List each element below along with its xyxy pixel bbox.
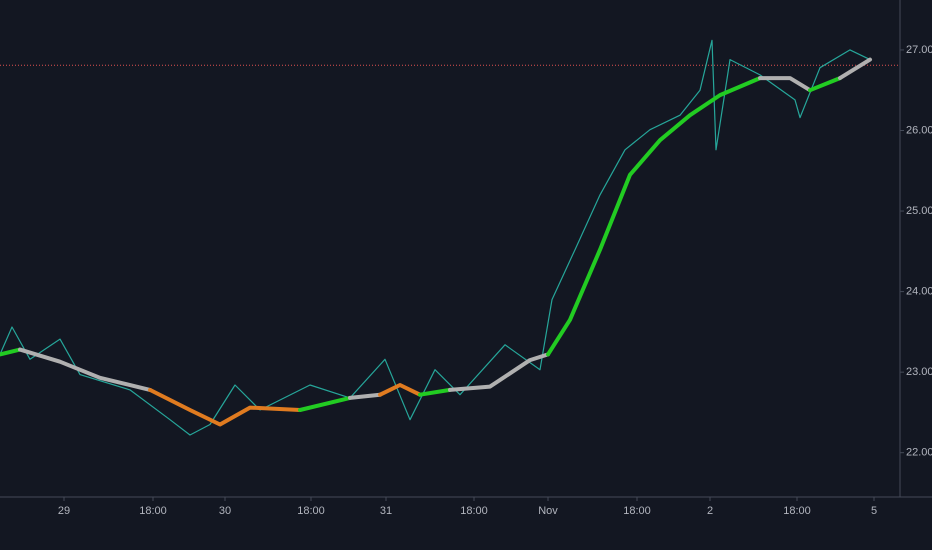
y-tick-label: 24.00 <box>906 286 932 298</box>
x-tick-label: 18:00 <box>460 505 488 517</box>
line <box>418 387 452 397</box>
line <box>838 57 872 81</box>
x-tick-label: 18:00 <box>297 505 325 517</box>
x-tick-label: 18:00 <box>623 505 651 517</box>
y-tick-label: 22.00 <box>906 447 932 459</box>
x-tick-label: 2 <box>707 505 713 517</box>
x-tick-label: 31 <box>380 505 392 517</box>
x-tick-label: 18:00 <box>783 505 811 517</box>
y-tick-label: 25.00 <box>906 205 932 217</box>
line <box>298 395 352 412</box>
line <box>378 383 422 397</box>
line <box>0 347 22 357</box>
line <box>18 347 152 392</box>
y-tick-label: 27.00 <box>906 44 932 56</box>
x-tick-label: 5 <box>871 505 877 517</box>
x-tick-label: Nov <box>538 505 558 517</box>
line <box>546 76 762 357</box>
line <box>148 387 302 427</box>
y-tick-label: 23.00 <box>906 366 932 378</box>
x-tick-label: 30 <box>219 505 231 517</box>
line <box>448 352 550 392</box>
y-tick-label: 26.00 <box>906 124 932 136</box>
x-tick-label: 29 <box>58 505 70 517</box>
line <box>0 39 871 436</box>
x-tick-label: 18:00 <box>139 505 167 517</box>
line <box>348 392 382 400</box>
line <box>758 76 812 93</box>
line <box>808 76 842 93</box>
